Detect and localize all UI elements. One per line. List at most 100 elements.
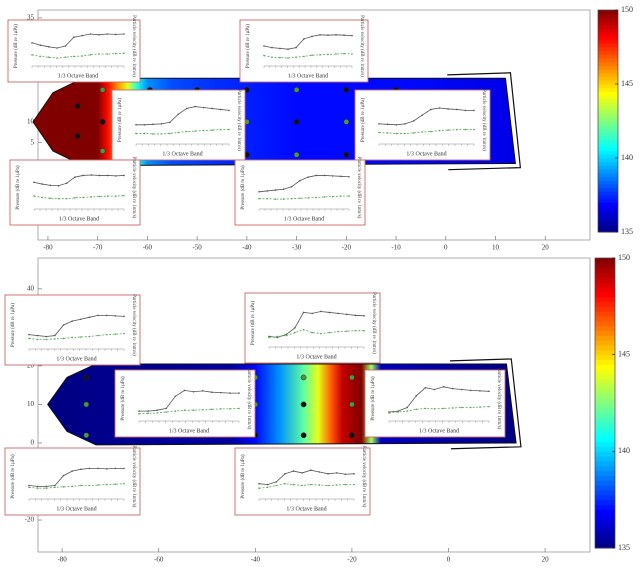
- colorbar-cell: [595, 441, 615, 447]
- inset-pressure-line: [378, 107, 474, 126]
- inset-marker: [340, 195, 342, 197]
- inset-marker: [319, 54, 321, 56]
- inset-marker: [98, 53, 100, 55]
- inset-marker: [310, 469, 312, 472]
- x-tick-label: -40: [251, 556, 261, 564]
- colorbar-cell: [598, 69, 618, 74]
- inset-marker: [301, 484, 303, 487]
- inset-marker: [65, 182, 68, 184]
- colorbar-cell: [595, 301, 615, 307]
- inset-marker: [292, 470, 295, 472]
- inset-marker: [404, 123, 406, 125]
- inset-marker: [160, 123, 163, 125]
- colorbar-cell: [598, 95, 618, 100]
- inset-marker: [89, 54, 92, 56]
- colorbar-cell: [598, 158, 618, 163]
- colorbar-cell: [598, 176, 618, 181]
- inset-marker: [345, 313, 348, 316]
- sensor: [300, 432, 307, 439]
- colorbar-cell: [595, 291, 615, 298]
- colorbar-frame: [594, 257, 616, 549]
- colorbar-cell: [595, 494, 615, 501]
- inset-marker: [64, 56, 67, 58]
- colorbar-cell: [595, 461, 615, 467]
- colorbar-cell: [598, 183, 618, 189]
- sensor: [99, 148, 106, 154]
- inset-marker: [106, 174, 109, 177]
- inset-marker: [229, 408, 231, 410]
- inset-marker: [318, 484, 321, 486]
- colorbar-cell: [595, 277, 615, 283]
- inset-pressure-line: [28, 468, 124, 487]
- inset-marker: [447, 108, 449, 110]
- colorbar-cell: [598, 47, 618, 52]
- colorbar-cell: [598, 87, 618, 92]
- inset-velocity-line: [28, 483, 125, 489]
- inset-pressure-line: [139, 389, 239, 412]
- colorbar-cell: [598, 165, 618, 170]
- inset-velocity-line: [31, 52, 125, 59]
- inset-y2-label: Particle velocity (dB re 1nm/s): [356, 157, 361, 219]
- inset-marker: [412, 120, 415, 122]
- inset-velocity-line: [33, 195, 125, 200]
- inset-marker: [152, 123, 154, 126]
- inset-marker: [311, 331, 313, 334]
- inset-marker: [447, 129, 449, 131]
- colorbar-cell: [595, 427, 615, 433]
- inset-velocity-line: [268, 329, 364, 338]
- inset-marker: [406, 406, 408, 409]
- colorbar-cell: [598, 228, 618, 233]
- inset-marker: [301, 472, 303, 474]
- inset-marker: [470, 406, 472, 409]
- inset-marker: [287, 57, 289, 59]
- sensor: [293, 119, 300, 125]
- sensor: [99, 87, 106, 93]
- x-tick-label: 10: [492, 244, 500, 252]
- inset-marker: [147, 410, 149, 412]
- inset-marker: [302, 328, 305, 331]
- x-tick-label: -40: [242, 244, 252, 252]
- inset-marker: [177, 131, 180, 134]
- inset-marker: [47, 56, 50, 58]
- inset-marker: [98, 34, 100, 36]
- inset-marker: [39, 55, 42, 58]
- x-tick-label: -10: [391, 244, 401, 252]
- inset-marker: [219, 128, 222, 131]
- inset-marker: [39, 44, 42, 46]
- colorbar-tick-label: 150: [621, 5, 633, 14]
- colorbar-cell: [595, 296, 615, 302]
- sensor: [293, 151, 300, 158]
- inset-marker: [430, 108, 432, 111]
- inset-marker: [183, 389, 186, 392]
- colorbar-cell: [598, 13, 618, 18]
- inset-marker: [294, 331, 296, 334]
- inset-marker: [351, 34, 353, 37]
- inset-marker: [211, 129, 213, 131]
- inset-marker: [451, 407, 454, 409]
- inset-velocity-line: [388, 406, 490, 414]
- inset-marker: [89, 33, 92, 35]
- inset-marker: [88, 484, 91, 487]
- inset-marker: [470, 389, 472, 392]
- y-tick-label: 10: [27, 117, 35, 125]
- inset-y2-label: Particle velocity (dB re 1nm/s): [236, 89, 241, 151]
- inset-marker: [266, 486, 269, 489]
- inset-velocity-line: [136, 129, 229, 135]
- inset-marker: [194, 130, 196, 132]
- colorbar-cell: [595, 509, 615, 515]
- colorbar-cell: [595, 432, 615, 438]
- inset-marker: [36, 485, 39, 488]
- inset-x-label: 1/3 Octave Band: [288, 73, 328, 79]
- inset-y-label: Pressure (dB re 1µPa): [118, 98, 123, 142]
- inset: Pressure (dB re 1µPa) Particle velocity (…: [4, 294, 141, 366]
- colorbar-cell: [598, 84, 618, 89]
- colorbar-cell: [595, 407, 615, 414]
- inset-marker: [337, 312, 339, 315]
- inset-marker: [282, 198, 285, 200]
- inset-marker: [473, 109, 475, 112]
- inset-marker: [442, 407, 445, 410]
- panel: -80 -70 -60 -50 -40 -30 -20 -10 0 10 20 35 10 5 150 145…: [7, 5, 633, 252]
- colorbar-cell: [598, 24, 618, 29]
- inset-marker: [82, 174, 84, 177]
- inset-marker: [299, 179, 301, 182]
